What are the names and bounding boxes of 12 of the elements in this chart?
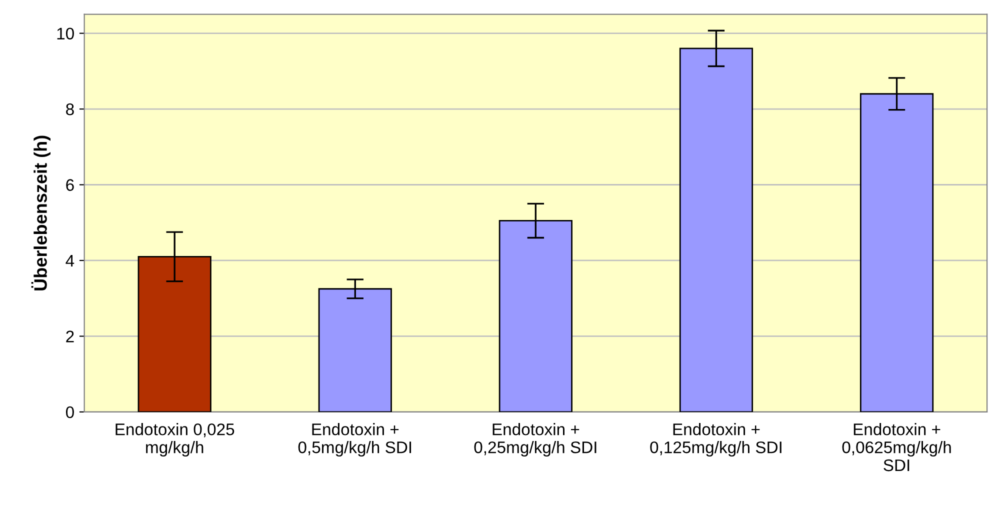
y-axis-title: Überlebenszeit (h) <box>31 136 51 290</box>
x-tick-label: Endotoxin + 0,0625mg/kg/h SDI <box>842 423 951 472</box>
y-tick-label: 0 <box>66 406 74 418</box>
y-tick-label: 8 <box>66 103 74 116</box>
x-tick-label: Endotoxin + 0,25mg/kg/h SDI <box>474 423 596 457</box>
x-tick-label: Endotoxin 0,025 mg/kg/h <box>116 423 234 457</box>
x-tick-label: Endotoxin + 0,125mg/kg/h SDI <box>650 423 782 457</box>
y-tick-label: 2 <box>66 330 74 342</box>
x-tick-label: Endotoxin + 0,5mg/kg/h SDI <box>298 423 412 457</box>
y-tick-label: 4 <box>66 255 74 267</box>
y-tick-label: 6 <box>66 179 74 191</box>
y-tick-label: 10 <box>57 28 74 40</box>
